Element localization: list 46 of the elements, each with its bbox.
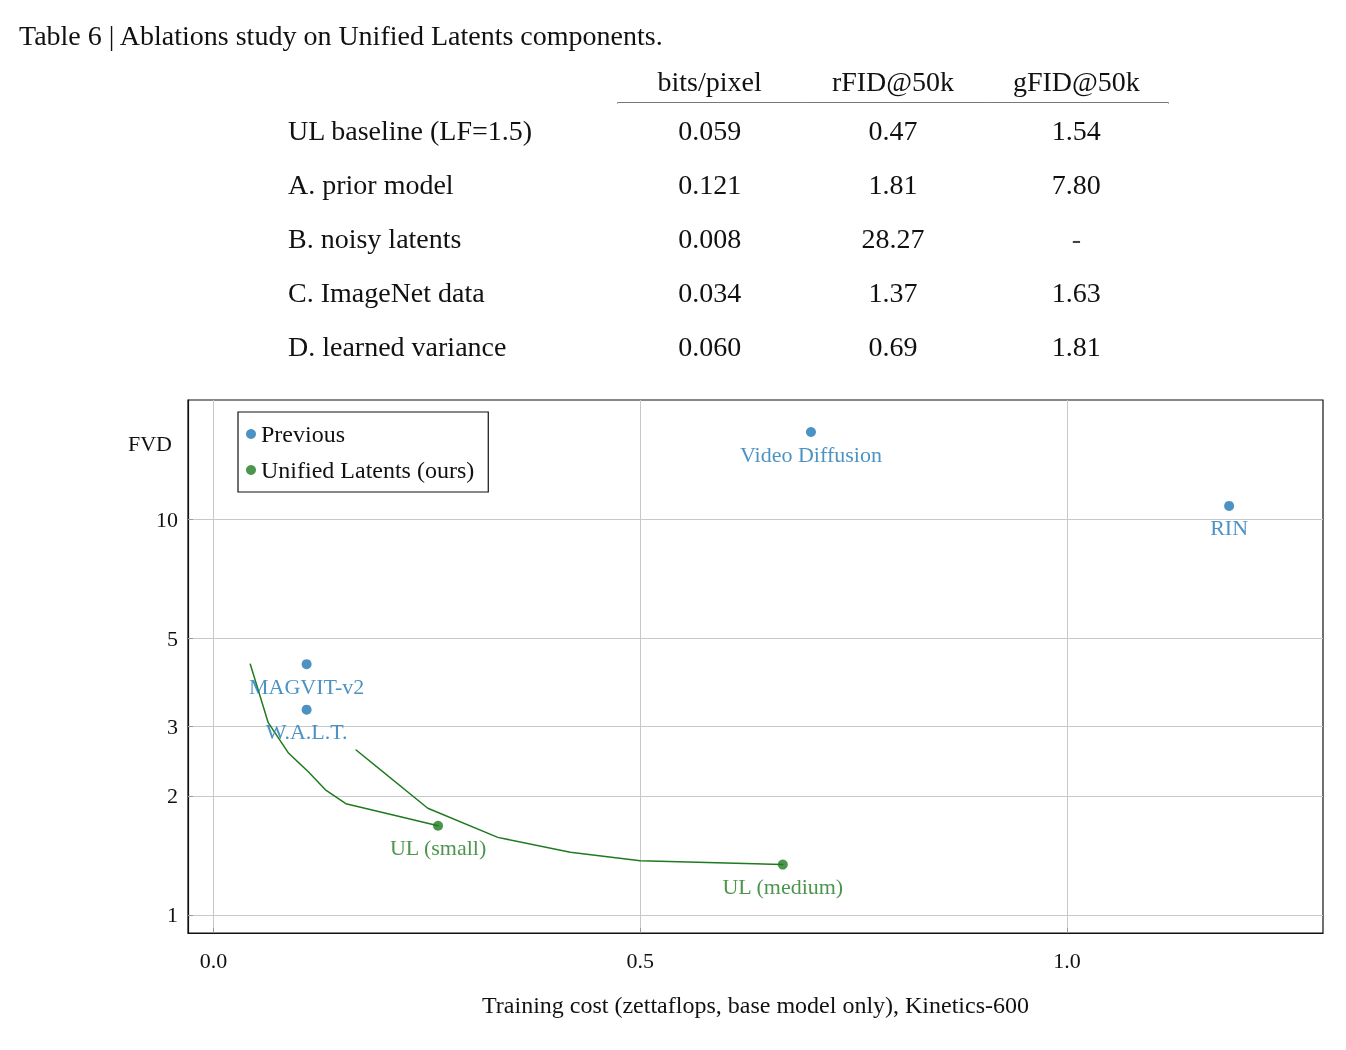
y-tick-label: C. ImageNet data — [288, 276, 486, 308]
y-tick-label: 10 — [156, 506, 178, 532]
data-label: 1.81 — [1051, 330, 1101, 362]
y-tick-label: A. prior model — [288, 168, 454, 200]
data-label: 28.27 — [861, 222, 925, 254]
data-label: 1.63 — [1051, 276, 1101, 308]
x-tick-label: 0.0 — [199, 947, 228, 973]
text: - — [1071, 222, 1081, 254]
legend-label: Unified Latents (ours) — [261, 457, 475, 483]
data-label: 7.80 — [1051, 168, 1101, 200]
y-tick-label: B. noisy latents — [288, 222, 462, 254]
point — [777, 859, 788, 870]
legend-label: Previous — [261, 421, 345, 447]
annotation: Video Diffusion — [740, 441, 882, 467]
y-tick-label: 2 — [167, 783, 178, 809]
y-tick-label: 5 — [167, 625, 178, 651]
x-tick-label: 0.5 — [626, 947, 655, 973]
x-tick-label: 1.0 — [1053, 947, 1081, 973]
data-label: 1.37 — [868, 276, 918, 308]
x-tick-label: gFID@50k — [1012, 65, 1140, 97]
point — [1224, 500, 1235, 511]
x-axis-title: Training cost (zettaflops, base model only), Kinetics-600 — [481, 992, 1030, 1018]
annotation: UL (medium) — [722, 874, 844, 900]
data-label: 0.060 — [678, 330, 742, 362]
annotation: RIN — [1210, 515, 1249, 541]
data-label: 0.034 — [678, 276, 742, 308]
y-tick-label: UL baseline (LF=1.5) — [288, 114, 533, 146]
point — [805, 427, 816, 438]
data-label: 0.69 — [868, 330, 918, 362]
point — [433, 820, 444, 831]
y-tick-label: 3 — [167, 713, 178, 739]
point — [301, 659, 312, 670]
data-label: 0.121 — [678, 168, 742, 200]
y-axis-title: FVD — [128, 430, 173, 456]
data-label: 0.008 — [678, 222, 742, 254]
text: Table 6 | Ablations study on Unified Latents components. — [19, 19, 663, 51]
point — [301, 704, 312, 715]
data-label: 1.54 — [1051, 114, 1101, 146]
x-tick-label: bits/pixel — [657, 65, 762, 97]
y-tick-label: 1 — [167, 902, 178, 928]
y-tick-label: D. learned variance — [288, 330, 507, 362]
data-label: 0.059 — [678, 114, 742, 146]
data-label: 1.81 — [868, 168, 918, 200]
x-tick-label: rFID@50k — [831, 65, 955, 97]
annotation: UL (small) — [389, 835, 487, 861]
data-label: 0.47 — [868, 114, 918, 146]
